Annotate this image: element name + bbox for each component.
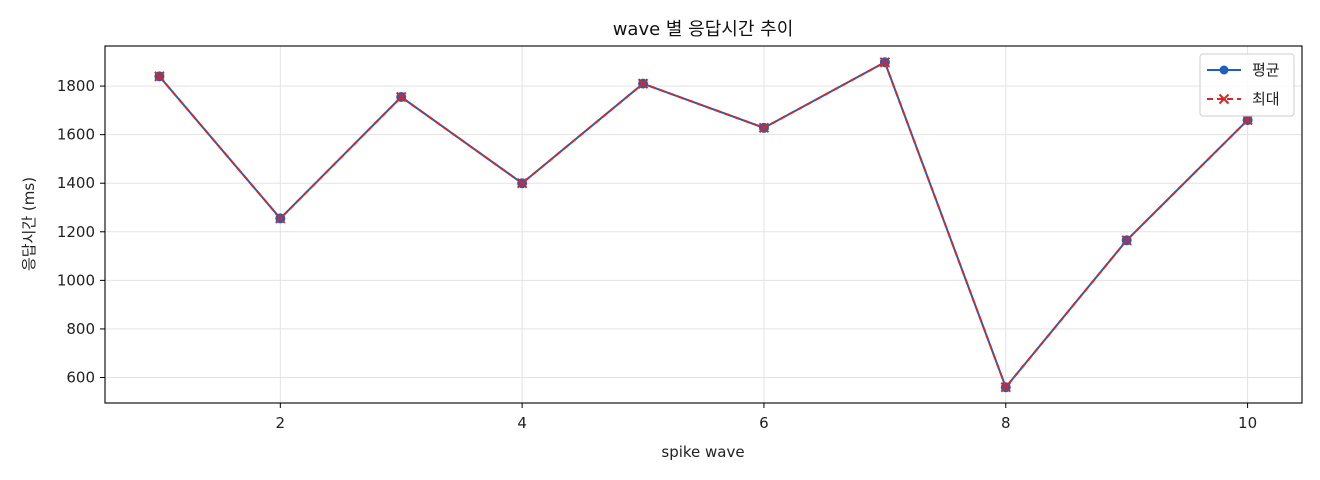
y-tick-label: 1400 (57, 174, 95, 192)
x-tick-label: 6 (759, 414, 769, 432)
legend: 평균 최대 (1199, 53, 1295, 117)
grid (105, 46, 1302, 403)
plot-frame (104, 45, 1303, 404)
legend-box (1199, 53, 1295, 117)
chart-title: wave 별 응답시간 추이 (613, 19, 794, 40)
data-point (516, 178, 528, 189)
y-axis-label: 응답시간 (ms) (20, 177, 38, 271)
data-point (637, 78, 649, 89)
legend-marker-mean (1219, 65, 1229, 75)
data-point (396, 91, 407, 103)
y-tick-label: 1000 (57, 271, 95, 289)
series-line-0 (158, 61, 1249, 389)
legend-label-mean: 평균 (1252, 61, 1280, 79)
legend-marker-max (1218, 93, 1230, 105)
data-point (1242, 114, 1253, 126)
series-line-1 (158, 61, 1249, 389)
data-point (1121, 235, 1132, 246)
y-tick-label: 1800 (57, 77, 95, 95)
legend-label-max: 최대 (1252, 90, 1280, 108)
y-tick-label: 800 (66, 320, 95, 338)
data-point (275, 213, 286, 224)
x-tick-label: 2 (276, 414, 286, 432)
x-tick-label: 8 (1001, 414, 1011, 432)
x-axis-label: spike wave (661, 443, 744, 461)
data-point (154, 71, 165, 82)
data-point (758, 122, 770, 134)
data-point (879, 57, 891, 68)
axis-ticks: 2 4 6 8 10 600 800 1000 1200 1400 1600 1800 (57, 77, 1257, 432)
data-point (1000, 382, 1011, 393)
x-tick-label: 10 (1238, 414, 1257, 432)
series-layer (154, 57, 1253, 393)
y-tick-label: 1200 (57, 223, 95, 241)
y-tick-label: 1600 (57, 126, 95, 144)
x-tick-label: 4 (517, 414, 527, 432)
y-tick-label: 600 (66, 369, 95, 387)
